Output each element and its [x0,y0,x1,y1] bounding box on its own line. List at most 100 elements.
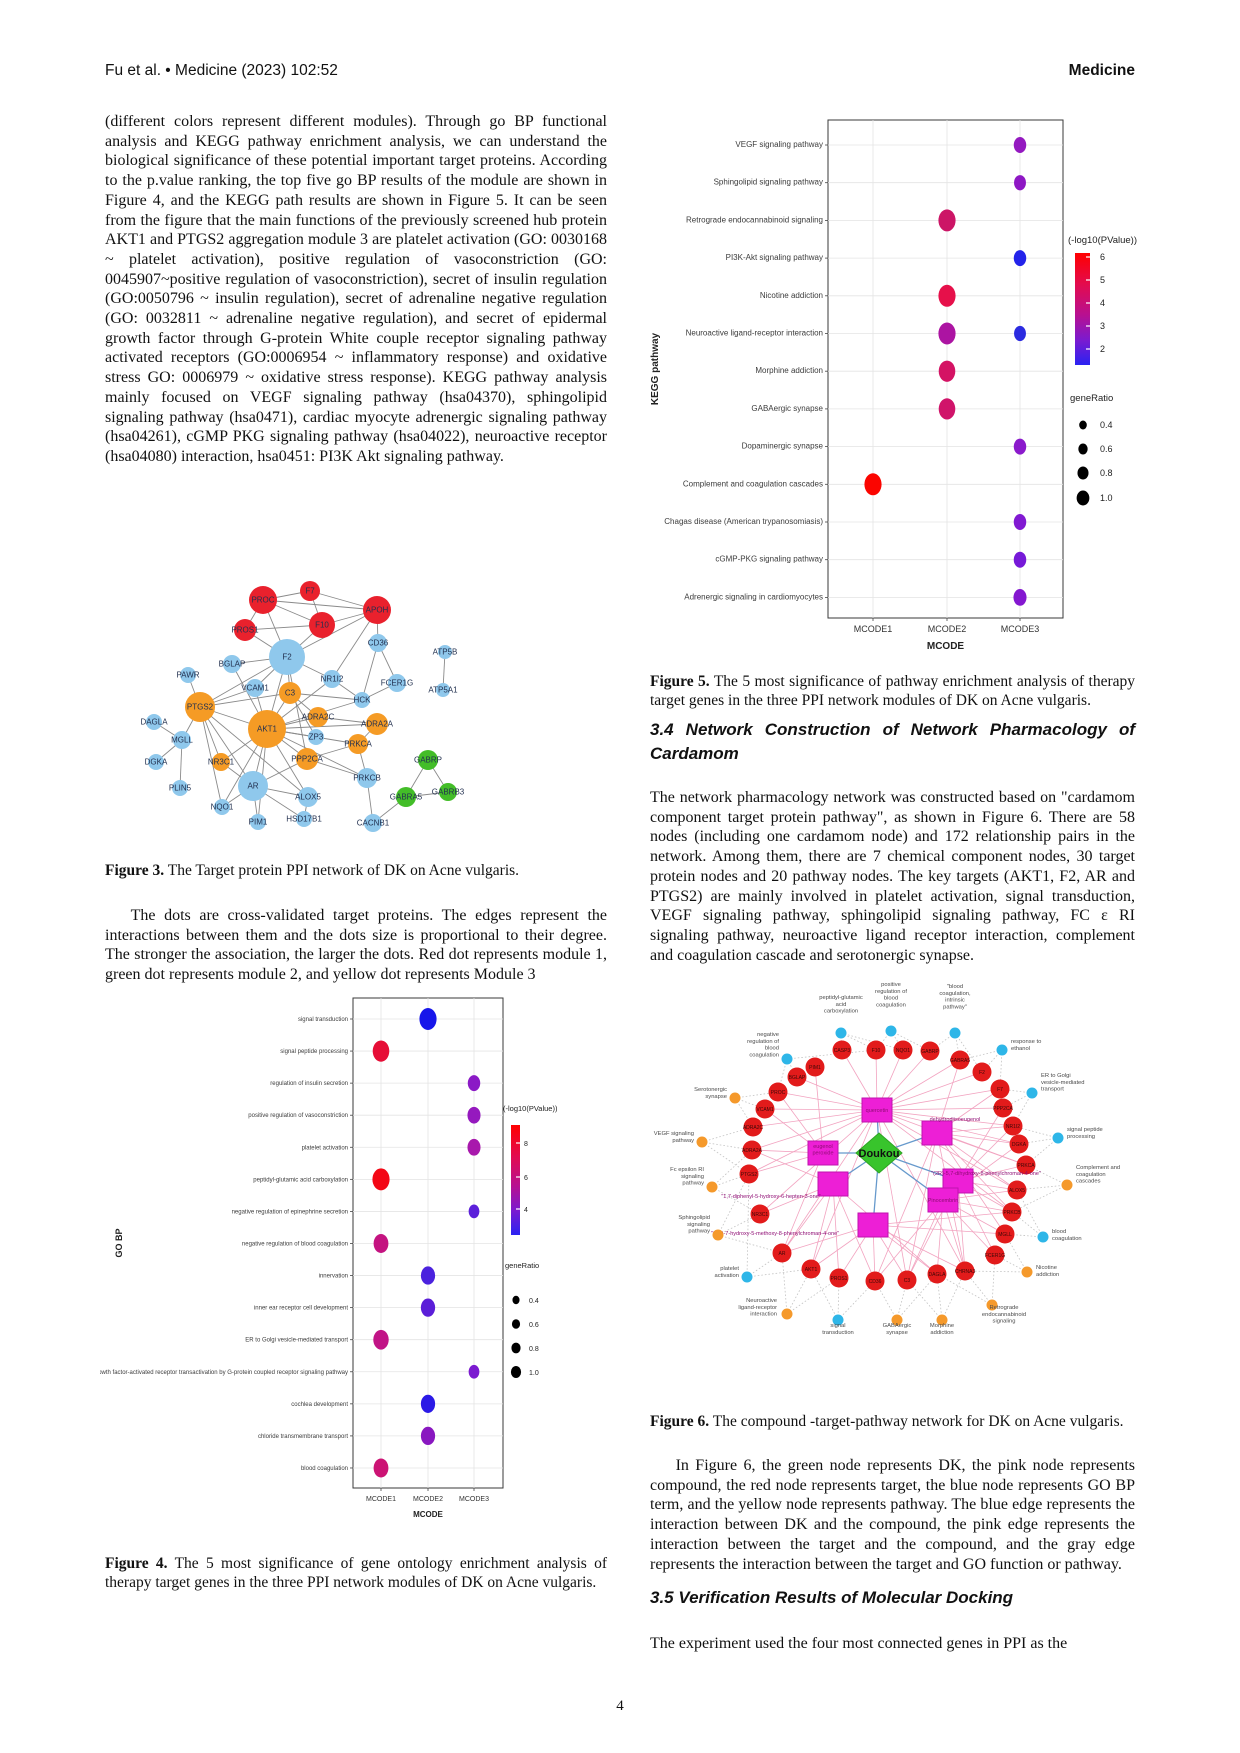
svg-text:signal transduction: signal transduction [298,1017,348,1023]
svg-text:ADRA2C: ADRA2C [743,1125,764,1131]
svg-text:PRKCB: PRKCB [1003,1210,1021,1216]
section-heading-3-4: 3.4 Network Construction of Network Phar… [650,720,1135,763]
svg-text:"(2R)-5,7-dihydroxy-8-phenylch: "(2R)-5,7-dihydroxy-8-phenylchroman-4-on… [931,1171,1041,1177]
svg-text:ER to Golgi vesicle-mediated t: ER to Golgi vesicle-mediated transport [245,1338,348,1344]
svg-text:PI3K-Akt signaling pathway: PI3K-Akt signaling pathway [726,253,823,262]
svg-text:PROS1: PROS1 [831,1276,848,1282]
svg-text:Neuroactive ligand-receptor in: Neuroactive ligand-receptor interaction [686,329,823,338]
svg-text:regulation of insulin secretio: regulation of insulin secretion [270,1081,348,1087]
svg-text:MCODE3: MCODE3 [1001,624,1040,634]
svg-text:chloride transmembrane transpo: chloride transmembrane transport [258,1434,348,1440]
svg-text:6: 6 [524,1175,528,1182]
figure6-compound-target-pathway-network: PIM1 CASP3 F10 NQO1 GABRP GABRA5 F2 F7 PPP2CA NR1… [654,982,1120,1336]
svg-text:HCK: HCK [354,696,372,705]
svg-text:negative regulation of blood c: negative regulation of blood coagulation [242,1241,348,1247]
svg-text:PPP2CA: PPP2CA [993,1106,1013,1112]
svg-text:F2: F2 [282,653,292,662]
svg-text:cochlea development: cochlea development [291,1402,348,1408]
svg-text:HSD17B1: HSD17B1 [286,815,322,824]
svg-text:Dopaminergic synapse: Dopaminergic synapse [742,442,824,451]
svg-text:1.0: 1.0 [1100,493,1113,503]
figure5-caption-text: The 5 most significance of pathway enric… [650,672,1136,710]
svg-text:MGLL: MGLL [998,1232,1012,1238]
svg-text:VCAM1: VCAM1 [241,684,269,693]
svg-text:F7: F7 [997,1087,1003,1093]
svg-text:FCER1G: FCER1G [985,1253,1005,1259]
running-head: Fu et al. • Medicine (2023) 102:52 [105,62,338,79]
svg-text:VEGF signaling pathway: VEGF signaling pathway [735,140,823,149]
svg-text:PRKCA: PRKCA [1017,1163,1035,1169]
svg-text:Pinocembrin: Pinocembrin [928,1198,959,1204]
svg-text:PTGS2: PTGS2 [741,1172,758,1178]
svg-text:GABRA5: GABRA5 [950,1058,971,1064]
svg-text:geneRatio: geneRatio [1070,393,1113,404]
svg-text:ALOX5: ALOX5 [295,793,321,802]
svg-text:AKT1: AKT1 [805,1267,818,1273]
figure6-caption-label: Figure 6. [650,1412,710,1430]
figure6-caption-text: The compound -target-pathway network for… [709,1412,1124,1430]
svg-text:ZP3: ZP3 [309,733,324,742]
svg-text:DAGLA: DAGLA [140,718,168,727]
svg-text:NR3C1: NR3C1 [208,758,235,767]
figure5-caption-label: Figure 5. [650,672,710,690]
svg-text:PRKCB: PRKCB [353,774,381,783]
svg-text:innervation: innervation [319,1274,348,1280]
svg-text:8: 8 [524,1141,528,1148]
svg-text:CD36: CD36 [368,639,389,648]
body-paragraph-4: In Figure 6, the green node represents D… [650,1457,1135,1573]
svg-text:4: 4 [524,1207,528,1214]
svg-text:Chagas disease (American trypa: Chagas disease (American trypanosomiasis… [664,517,823,526]
figure5-caption: Figure 5. The 5 most significance of pat… [650,672,1135,711]
figure3-caption-text: The Target protein PPI network of DK on … [164,861,520,879]
svg-text:PROS1: PROS1 [231,626,259,635]
svg-text:PROC: PROC [771,1090,786,1096]
svg-text:2: 2 [1100,344,1105,354]
svg-text:GABRA5: GABRA5 [390,793,423,802]
svg-text:0.8: 0.8 [1100,468,1113,478]
svg-text:CASP3: CASP3 [834,1048,851,1054]
svg-text:PIM1: PIM1 [249,818,268,827]
svg-text:NQO1: NQO1 [896,1048,910,1054]
svg-text:MCODE1: MCODE1 [366,1496,396,1503]
svg-text:PPP2CA: PPP2CA [291,755,323,764]
svg-text:ADRA2A: ADRA2A [361,720,394,729]
svg-text:DAGLA: DAGLA [929,1272,947,1278]
svg-text:CD36: CD36 [869,1279,882,1285]
svg-text:APOH: APOH [366,606,389,615]
svg-text:ALOX5: ALOX5 [1009,1188,1025,1194]
svg-text:platelet activation: platelet activation [302,1145,348,1151]
figure3-caption-label: Figure 3. [105,861,165,879]
svg-text:Complement and coagulation cas: Complement and coagulation cascades [683,479,823,488]
svg-text:KEGG pathway: KEGG pathway [650,332,661,405]
svg-text:0.6: 0.6 [1100,444,1113,454]
svg-text:cGMP-PKG signaling pathway: cGMP-PKG signaling pathway [715,555,823,564]
svg-text:0.8: 0.8 [529,1346,539,1353]
svg-text:positive regulation of vasocon: positive regulation of vasoconstriction [248,1113,348,1119]
svg-text:geneRatio: geneRatio [505,1261,539,1270]
body-paragraph-2: The dots are cross-validated target prot… [105,907,607,984]
svg-text:BGLAP: BGLAP [789,1075,806,1081]
svg-text:ADRA2A: ADRA2A [742,1148,763,1154]
svg-text:GABRP: GABRP [414,756,442,765]
svg-text:AKT1: AKT1 [257,725,278,734]
svg-text:BGLAP: BGLAP [219,660,246,669]
svg-text:MGLL: MGLL [171,736,193,745]
svg-text:NR3C1: NR3C1 [752,1212,769,1218]
figure4-caption-label: Figure 4. [105,1554,168,1572]
